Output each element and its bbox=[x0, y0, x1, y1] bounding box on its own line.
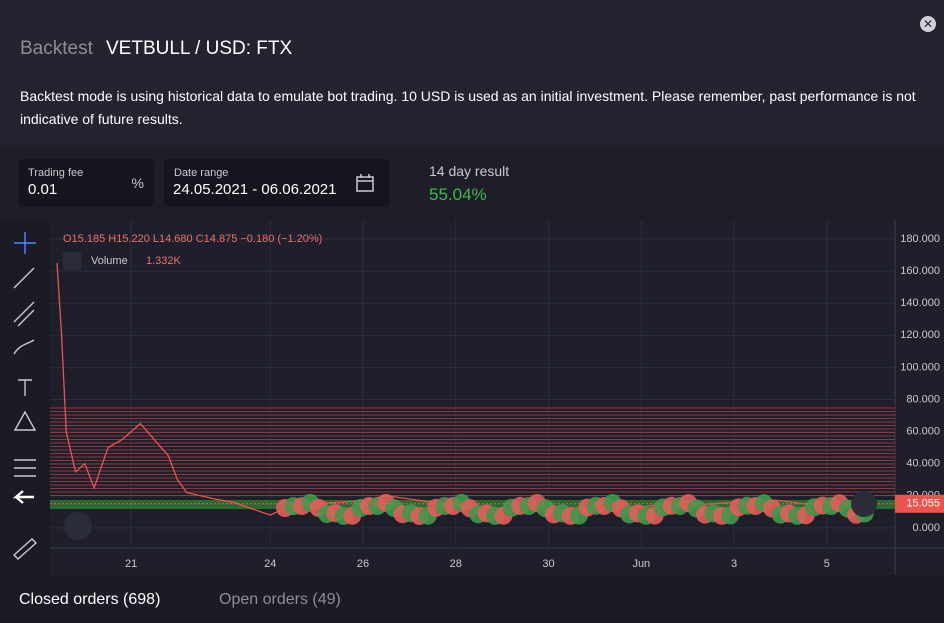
result-value: 55.04% bbox=[429, 185, 487, 204]
x-tick-label: 26 bbox=[357, 558, 369, 570]
x-tick-label: 28 bbox=[450, 558, 462, 570]
volume-value: 1.332K bbox=[146, 255, 182, 267]
tab-open-orders[interactable]: Open orders (49) bbox=[219, 591, 341, 608]
y-tick-label: 120.000 bbox=[900, 329, 940, 341]
y-tick-label: 40.000 bbox=[906, 458, 940, 470]
y-tick-label: 180.000 bbox=[900, 233, 940, 245]
x-tick-label: 3 bbox=[731, 558, 737, 570]
field-label: Trading fee bbox=[28, 167, 84, 179]
y-tick-label: 160.000 bbox=[900, 265, 940, 277]
y-tick-label: 0.000 bbox=[912, 522, 940, 534]
x-tick-label: 24 bbox=[264, 558, 276, 570]
last-price-tag bbox=[895, 494, 944, 513]
scroll-button[interactable] bbox=[851, 491, 877, 517]
x-tick-label: Jun bbox=[632, 558, 650, 570]
description: Backtest mode is using historical data t… bbox=[20, 88, 916, 127]
chart: 0.00020.00040.00060.00080.000100.000120.… bbox=[0, 220, 944, 575]
last-price-label: 15.055 bbox=[906, 498, 940, 510]
tab-closed-orders[interactable]: Closed orders (698) bbox=[19, 591, 161, 608]
x-tick-label: 5 bbox=[824, 558, 830, 570]
x-tick-label: 21 bbox=[125, 558, 137, 570]
y-tick-label: 100.000 bbox=[900, 361, 940, 373]
drawing-toolbar bbox=[12, 232, 38, 560]
close-button[interactable]: ✕ bbox=[920, 16, 936, 32]
header-label: Backtest bbox=[20, 38, 93, 59]
tab-bar: Closed orders (698) Open orders (49) bbox=[0, 575, 944, 623]
field-unit: % bbox=[131, 175, 144, 191]
ohlc-legend: O15.185 H15.220 L14.680 C14.875 −0.180 (… bbox=[63, 233, 322, 245]
header-title: VETBULL / USD: FTX bbox=[106, 38, 293, 59]
y-tick-label: 80.000 bbox=[906, 393, 940, 405]
logo-badge bbox=[64, 512, 92, 540]
field-value: 24.05.2021 - 06.06.2021 bbox=[173, 181, 337, 198]
volume-toggle[interactable] bbox=[63, 252, 81, 270]
trading-fee-input[interactable]: Trading fee 0.01 % bbox=[19, 159, 154, 207]
x-tick-label: 30 bbox=[542, 558, 554, 570]
result-label: 14 day result bbox=[429, 163, 510, 179]
field-value: 0.01 bbox=[28, 181, 58, 198]
calendar-icon bbox=[356, 174, 374, 192]
date-range-input[interactable]: Date range 24.05.2021 - 06.06.2021 bbox=[164, 159, 389, 207]
volume-label: Volume bbox=[91, 255, 128, 267]
y-tick-label: 60.000 bbox=[906, 426, 940, 438]
settings-bar: Trading fee 0.01 % Date range 24.05.2021… bbox=[0, 145, 944, 220]
y-tick-label: 140.000 bbox=[900, 297, 940, 309]
field-label: Date range bbox=[174, 167, 229, 179]
